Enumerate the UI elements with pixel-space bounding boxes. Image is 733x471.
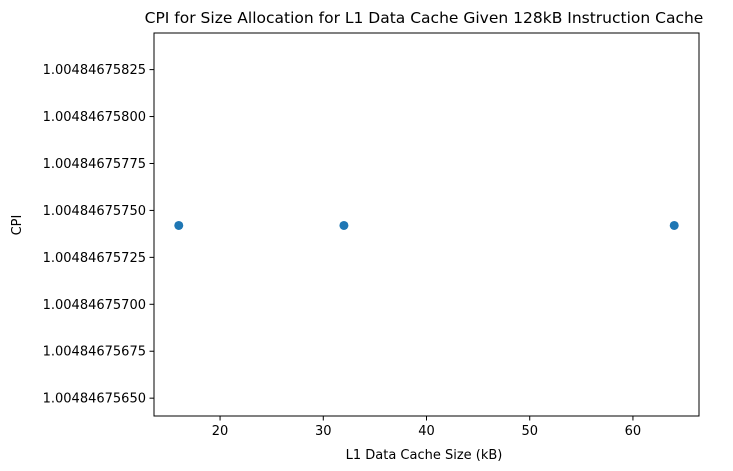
y-tick-label: 1.00484675650 bbox=[43, 392, 146, 407]
y-tick-label: 1.00484675825 bbox=[43, 63, 146, 78]
data-points bbox=[174, 220, 679, 230]
x-tick-label: 50 bbox=[521, 424, 538, 439]
data-point bbox=[339, 220, 349, 230]
x-axis-ticks: 20 30 40 50 60 bbox=[212, 416, 641, 439]
y-tick-label: 1.00484675675 bbox=[43, 345, 146, 360]
plot-area-frame bbox=[153, 32, 700, 417]
y-tick-label: 1.00484675725 bbox=[43, 251, 146, 266]
chart-title: CPI for Size Allocation for L1 Data Cach… bbox=[145, 9, 704, 27]
x-tick-label: 20 bbox=[212, 424, 229, 439]
data-point bbox=[174, 220, 184, 230]
y-axis-label: CPI bbox=[10, 215, 25, 236]
y-axis-ticks: 1.00484675650 1.00484675675 1.00484675700 1… bbox=[43, 63, 154, 407]
x-tick-label: 30 bbox=[315, 424, 332, 439]
x-axis-label: L1 Data Cache Size (kB) bbox=[346, 448, 503, 463]
y-tick-label: 1.00484675775 bbox=[43, 157, 146, 172]
y-tick-label: 1.00484675750 bbox=[43, 204, 146, 219]
y-tick-label: 1.00484675800 bbox=[43, 110, 146, 125]
x-tick-label: 60 bbox=[625, 424, 642, 439]
data-point bbox=[669, 220, 679, 230]
x-tick-label: 40 bbox=[418, 424, 435, 439]
y-tick-label: 1.00484675700 bbox=[43, 298, 146, 313]
